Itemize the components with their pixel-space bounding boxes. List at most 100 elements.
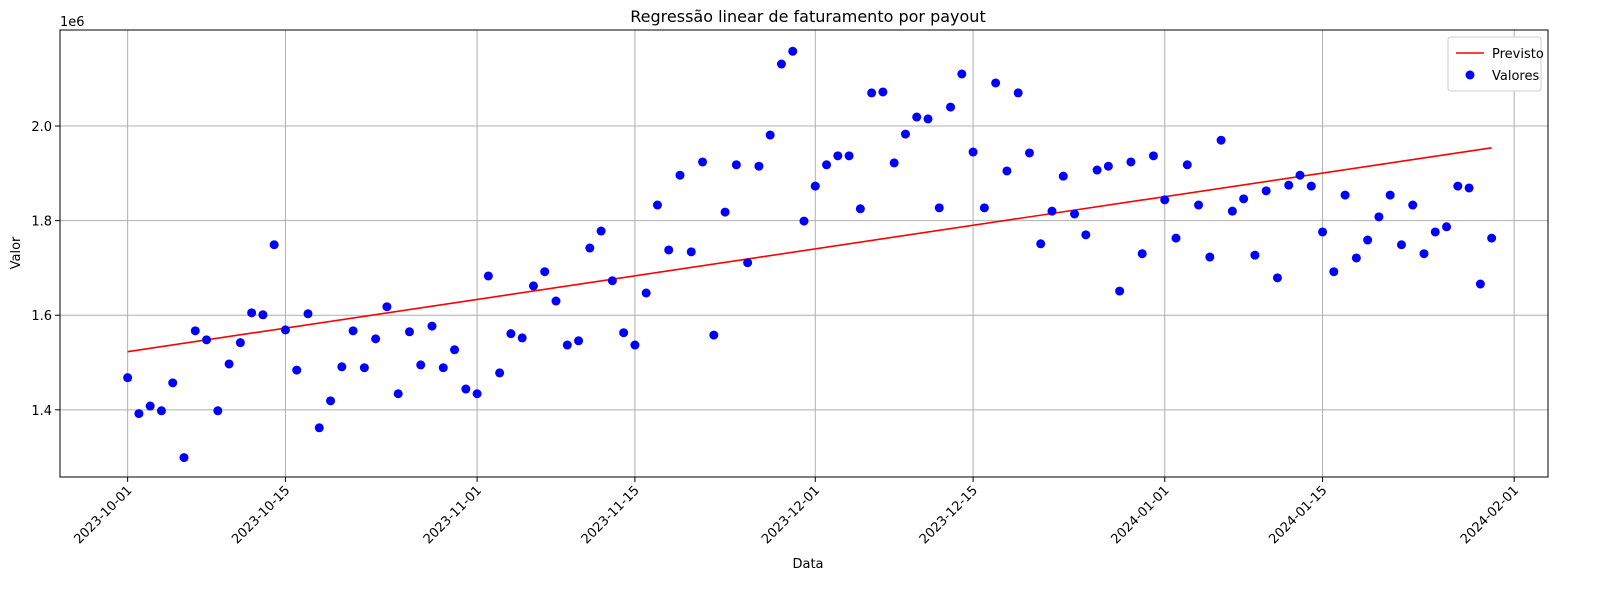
data-point (889, 158, 899, 168)
data-point (528, 281, 538, 291)
data-point (1036, 239, 1046, 249)
data-point (1329, 267, 1339, 277)
data-point (393, 389, 403, 399)
data-point (1182, 160, 1192, 170)
data-point (1194, 200, 1204, 210)
data-point (1419, 249, 1429, 259)
data-point (562, 340, 572, 350)
data-point (1374, 212, 1384, 222)
data-point (765, 130, 775, 140)
data-point (619, 328, 629, 338)
legend-label: Valores (1492, 69, 1539, 84)
data-point (1453, 181, 1463, 191)
data-point (1464, 183, 1474, 193)
data-point (540, 267, 550, 277)
data-point (1024, 148, 1034, 158)
data-point (134, 409, 144, 419)
data-point (258, 310, 268, 320)
data-point (1227, 206, 1237, 216)
legend-label: Previsto (1492, 47, 1544, 62)
data-point (1205, 252, 1215, 262)
x-tick-label: 2024-01-01 (1109, 483, 1173, 547)
x-tick-label: 2023-11-01 (421, 483, 485, 547)
data-point (461, 384, 471, 394)
data-point (247, 308, 257, 318)
data-point (450, 345, 460, 355)
data-point (427, 321, 437, 331)
data-point (213, 406, 223, 416)
data-point (337, 362, 347, 372)
data-point (1002, 166, 1012, 176)
data-point (1408, 200, 1418, 210)
data-point (799, 216, 809, 226)
data-point (371, 334, 381, 344)
data-point (1047, 206, 1057, 216)
data-point (1160, 195, 1170, 205)
data-point (900, 129, 910, 139)
data-point (1442, 222, 1452, 232)
data-point (1126, 157, 1136, 167)
data-point (979, 203, 989, 213)
data-point (1058, 171, 1068, 181)
data-point (709, 330, 719, 340)
x-tick-label: 2023-10-15 (229, 483, 293, 547)
data-point (1272, 273, 1282, 283)
data-point (1250, 250, 1260, 260)
data-point (822, 160, 832, 170)
data-point (495, 368, 505, 378)
data-point (878, 87, 888, 97)
data-point (1148, 151, 1158, 161)
data-point (303, 309, 313, 319)
data-point (179, 453, 189, 463)
data-point (224, 359, 234, 369)
data-point (991, 78, 1001, 88)
data-point (1475, 279, 1485, 289)
data-point (957, 69, 967, 79)
data-point (912, 112, 922, 122)
data-point (190, 326, 200, 336)
x-tick-label: 2023-10-01 (71, 483, 135, 547)
data-point (1092, 165, 1102, 175)
data-point (844, 151, 854, 161)
data-point (923, 114, 933, 124)
x-tick-label: 2024-01-15 (1266, 483, 1330, 547)
x-tick-label: 2023-11-15 (579, 483, 643, 547)
y-axis-label: Valor (9, 236, 24, 269)
data-point (123, 373, 133, 383)
data-point (1137, 249, 1147, 259)
data-point (641, 288, 651, 298)
y-tick-label: 1.8 (31, 215, 52, 230)
data-point (686, 247, 696, 257)
y-tick-label: 1.4 (31, 404, 52, 419)
data-point (664, 245, 674, 255)
data-point (314, 423, 324, 433)
data-point (698, 157, 708, 167)
data-point (472, 389, 482, 399)
data-point (675, 170, 685, 180)
data-point (1216, 135, 1226, 145)
data-point (269, 240, 279, 250)
data-point (1239, 194, 1249, 204)
data-point (1363, 235, 1373, 245)
data-point (968, 147, 978, 157)
data-point (934, 203, 944, 213)
data-point (483, 271, 493, 281)
data-point (720, 207, 730, 217)
data-point (1351, 253, 1361, 263)
data-point (596, 226, 606, 236)
data-point (754, 161, 764, 171)
data-point (551, 296, 561, 306)
chart-title: Regressão linear de faturamento por payo… (630, 7, 985, 26)
data-point (382, 302, 392, 312)
data-point (1396, 240, 1406, 250)
y-offset-label: 1e6 (60, 15, 85, 30)
data-point (438, 363, 448, 373)
data-point (652, 200, 662, 210)
x-axis-label: Data (792, 557, 823, 572)
data-point (348, 326, 358, 336)
data-point (235, 338, 245, 348)
data-point (1171, 233, 1181, 243)
data-point (1081, 230, 1091, 240)
data-point (1385, 190, 1395, 200)
